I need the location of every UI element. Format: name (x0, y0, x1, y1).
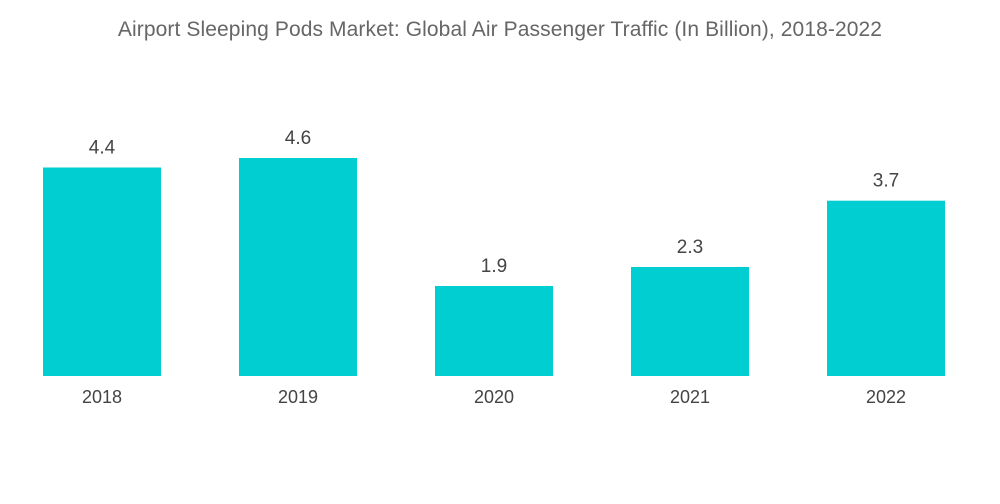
bar-2020 (435, 286, 553, 376)
bar-2022 (827, 200, 945, 376)
value-label-2021: 2.3 (677, 237, 703, 258)
bar-2021 (631, 267, 749, 376)
value-label-2018: 4.4 (89, 138, 116, 159)
bars-group (43, 158, 945, 376)
value-labels-group: 4.4 4.6 1.9 2.3 3.7 (89, 128, 899, 277)
x-tick-label-2020: 2020 (474, 387, 514, 407)
x-tick-label-2019: 2019 (278, 387, 318, 407)
value-label-2020: 1.9 (481, 256, 507, 277)
x-tick-label-2018: 2018 (82, 387, 122, 407)
x-tick-labels-group: 2018 2019 2020 2021 2022 (82, 387, 906, 407)
x-tick-label-2021: 2021 (670, 387, 710, 407)
chart-title: Airport Sleeping Pods Market: Global Air… (117, 18, 883, 41)
x-tick-label-2022: 2022 (866, 387, 906, 407)
bar-2019 (239, 158, 357, 376)
value-label-2019: 4.6 (285, 128, 311, 149)
value-label-2022: 3.7 (873, 171, 899, 192)
bar-2018 (43, 167, 161, 376)
